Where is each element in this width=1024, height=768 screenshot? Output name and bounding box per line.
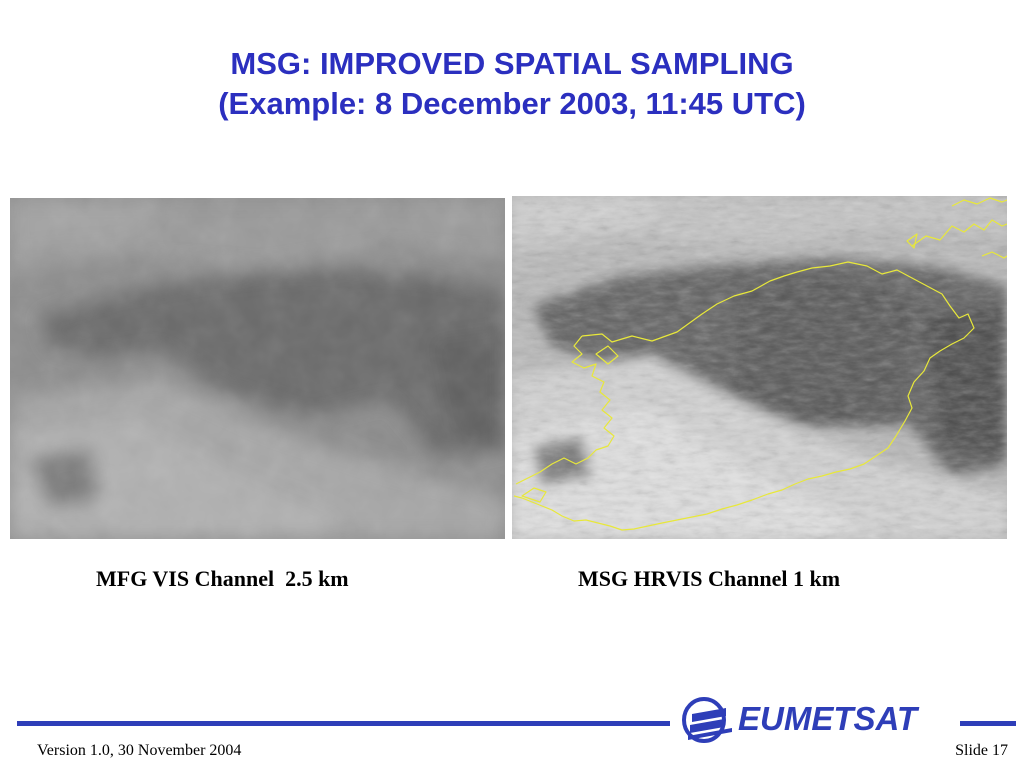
footer-divider-left [17, 721, 670, 726]
slide-title: MSG: IMPROVED SPATIAL SAMPLING (Example:… [0, 44, 1024, 124]
mfg-vis-satellite-image [10, 198, 505, 539]
msg-hrvis-satellite-image [512, 196, 1007, 539]
title-line-1: MSG: IMPROVED SPATIAL SAMPLING [230, 46, 794, 81]
coastline-overlay [513, 197, 1007, 531]
eumetsat-globe-icon [682, 697, 732, 743]
version-text: Version 1.0, 30 November 2004 [37, 742, 242, 759]
slide-number: Slide 17 [955, 742, 1008, 759]
eumetsat-logo: EUMETSAT [680, 694, 960, 746]
logo-wordmark: EUMETSAT [738, 700, 918, 737]
left-image-caption: MFG VIS Channel 2.5 km [96, 566, 349, 591]
footer-divider-right [960, 721, 1016, 726]
title-line-2: (Example: 8 December 2003, 11:45 UTC) [218, 86, 806, 121]
right-image-caption: MSG HRVIS Channel 1 km [578, 566, 841, 591]
